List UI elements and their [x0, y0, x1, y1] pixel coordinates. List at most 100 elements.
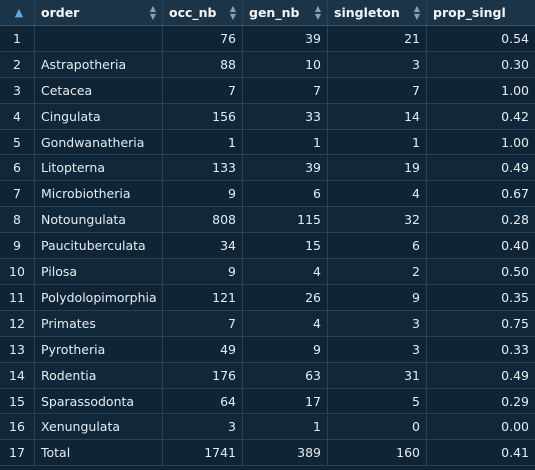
- cell-prop-singl: 0.54: [501, 30, 529, 46]
- cell-occ-nb: 9: [163, 259, 243, 284]
- cell-gen-nb: 26: [243, 285, 328, 310]
- cell-gen-nb: 4: [243, 310, 328, 336]
- table-row: 17 Total 1741 389 160 0.41: [0, 440, 535, 467]
- cell-order: [35, 26, 163, 51]
- sort-updown-icon[interactable]: ▲ ▼: [314, 3, 321, 21]
- table-row: 2 Astrapotheria 88 10 3 0.30: [0, 51, 535, 78]
- sort-updown-icon[interactable]: ▲ ▼: [229, 3, 236, 21]
- cell-gen-nb: 389: [243, 440, 328, 466]
- cell-order: Paucituberculata: [35, 233, 163, 259]
- cell-order: Gondwanatheria: [35, 129, 163, 155]
- cell-occ-nb: 76: [163, 26, 243, 51]
- row-index: 13: [0, 336, 35, 362]
- cell-singleton: 9: [328, 285, 427, 310]
- cell-singleton: 3: [328, 51, 427, 77]
- cell-occ-nb: 49: [163, 336, 243, 362]
- cell-occ-nb: 34: [163, 233, 243, 259]
- sort-updown-icon[interactable]: ▲ ▼: [413, 3, 420, 21]
- table-row: 1 76 39 21 0.54: [0, 26, 535, 52]
- cell-order: Cingulata: [35, 103, 163, 129]
- cell-prop-singl: 0.75: [501, 315, 529, 331]
- cell-occ-nb: 88: [163, 51, 243, 77]
- table-header: ▲ order ▲ ▼ occ_nb ▲ ▼ gen_nb ▲ ▼ singleton…: [0, 0, 535, 26]
- cell-prop-singl: 1.00: [501, 82, 529, 98]
- cell-prop-singl: 0.30: [501, 56, 529, 72]
- row-index: 15: [0, 388, 35, 414]
- table-row: 16 Xenungulata 3 1 0 0.00: [0, 414, 535, 441]
- table-row: 4 Cingulata 156 33 14 0.42: [0, 103, 535, 130]
- row-index: 11: [0, 285, 35, 310]
- cell-order: Notoungulata: [35, 207, 163, 233]
- table-row: 15 Sparassodonta 64 17 5 0.29: [0, 388, 535, 415]
- cell-gen-nb: 1: [243, 129, 328, 155]
- header-prop-singl[interactable]: prop_singl: [433, 5, 506, 20]
- cell-singleton: 2: [328, 259, 427, 284]
- cell-prop-singl: 0.41: [501, 445, 529, 461]
- row-index: 5: [0, 129, 35, 155]
- row-index: 14: [0, 362, 35, 388]
- cell-order: Pilosa: [35, 259, 163, 284]
- cell-gen-nb: 33: [243, 103, 328, 129]
- cell-prop-singl: 0.28: [501, 212, 529, 228]
- cell-occ-nb: 7: [163, 77, 243, 103]
- cell-singleton: 6: [328, 233, 427, 259]
- cell-prop-singl: 0.29: [501, 393, 529, 409]
- cell-occ-nb: 1: [163, 129, 243, 155]
- cell-singleton: 0: [328, 414, 427, 440]
- cell-prop-singl: 0.33: [501, 341, 529, 357]
- sort-updown-icon[interactable]: ▲ ▼: [149, 3, 156, 21]
- cell-singleton: 3: [328, 336, 427, 362]
- cell-prop-singl: 0.49: [501, 367, 529, 383]
- sort-up-icon[interactable]: ▲: [14, 5, 24, 19]
- cell-order: Microbiotheria: [35, 181, 163, 207]
- cell-gen-nb: 63: [243, 362, 328, 388]
- row-index: 16: [0, 414, 35, 440]
- cell-prop-singl: 0.42: [501, 108, 529, 124]
- cell-order: Polydolopimorphia: [35, 285, 163, 310]
- cell-occ-nb: 808: [163, 207, 243, 233]
- cell-prop-singl: 0.40: [501, 238, 529, 254]
- cell-prop-singl: 0.35: [501, 289, 529, 305]
- cell-occ-nb: 7: [163, 310, 243, 336]
- cell-prop-singl: 0.50: [501, 264, 529, 280]
- header-occ-nb[interactable]: occ_nb ▲ ▼: [163, 0, 243, 25]
- cell-singleton: 21: [328, 26, 427, 51]
- cell-singleton: 5: [328, 388, 427, 414]
- cell-gen-nb: 7: [243, 77, 328, 103]
- table-row: 14 Rodentia 176 63 31 0.49: [0, 362, 535, 389]
- table-row: 12 Primates 7 4 3 0.75: [0, 310, 535, 337]
- cell-prop-singl: 1.00: [501, 134, 529, 150]
- row-index: 17: [0, 440, 35, 466]
- table-row: 7 Microbiotheria 9 6 4 0.67: [0, 181, 535, 208]
- row-index: 6: [0, 155, 35, 181]
- cell-order: Astrapotheria: [35, 51, 163, 77]
- cell-order: Pyrotheria: [35, 336, 163, 362]
- cell-singleton: 14: [328, 103, 427, 129]
- cell-gen-nb: 6: [243, 181, 328, 207]
- cell-singleton: 3: [328, 310, 427, 336]
- cell-order: Total: [35, 440, 163, 466]
- table-row: 3 Cetacea 7 7 7 1.00: [0, 77, 535, 104]
- row-index: 3: [0, 77, 35, 103]
- cell-order: Rodentia: [35, 362, 163, 388]
- row-index: 2: [0, 51, 35, 77]
- table-row: 9 Paucituberculata 34 15 6 0.40: [0, 233, 535, 260]
- cell-order: Cetacea: [35, 77, 163, 103]
- cell-gen-nb: 15: [243, 233, 328, 259]
- header-gen-nb[interactable]: gen_nb ▲ ▼: [243, 0, 328, 25]
- row-index: 10: [0, 259, 35, 284]
- header-singleton[interactable]: singleton ▲ ▼: [328, 0, 427, 25]
- cell-occ-nb: 1741: [163, 440, 243, 466]
- cell-singleton: 160: [328, 440, 427, 466]
- cell-prop-singl: 0.49: [501, 160, 529, 176]
- cell-prop-singl: 0.67: [501, 186, 529, 202]
- cell-gen-nb: 10: [243, 51, 328, 77]
- row-index: 7: [0, 181, 35, 207]
- cell-order: Litopterna: [35, 155, 163, 181]
- header-order[interactable]: order ▲ ▼: [35, 0, 163, 25]
- cell-order: Xenungulata: [35, 414, 163, 440]
- cell-gen-nb: 4: [243, 259, 328, 284]
- cell-singleton: 31: [328, 362, 427, 388]
- cell-order: Primates: [35, 310, 163, 336]
- row-index: 12: [0, 310, 35, 336]
